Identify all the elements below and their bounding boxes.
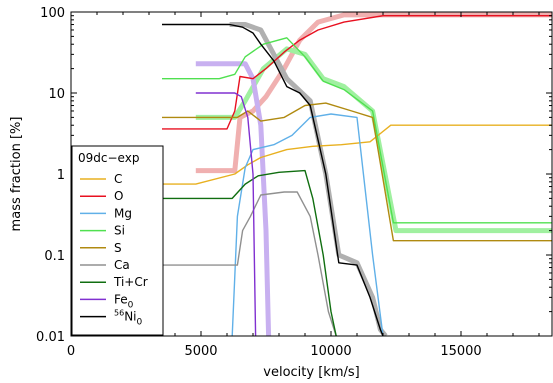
legend-label: 56Ni0 bbox=[114, 309, 143, 328]
series-line-3 bbox=[162, 37, 552, 224]
series-line-5 bbox=[162, 191, 337, 336]
x-tick-label: 15000 bbox=[440, 344, 481, 359]
reference-curves bbox=[195, 12, 552, 336]
legend-label: Ca bbox=[114, 258, 130, 272]
series-line-8 bbox=[162, 23, 384, 336]
series-line-2 bbox=[231, 113, 384, 336]
x-tick-label: 0 bbox=[67, 344, 75, 359]
x-tick-label: 5000 bbox=[184, 344, 217, 359]
legend-label: C bbox=[114, 172, 122, 186]
y-tick-label: 0.01 bbox=[36, 330, 65, 345]
legend-title: 09dc−exp bbox=[78, 151, 139, 165]
legend-label: Mg bbox=[114, 206, 132, 220]
y-tick-label: 0.1 bbox=[44, 249, 65, 264]
legend-label: Fe0 bbox=[114, 292, 134, 310]
x-tick-label: 10000 bbox=[310, 344, 351, 359]
y-tick-label: 100 bbox=[40, 6, 65, 21]
y-axis-ticks: 0.01 0.1 1 10 100 bbox=[36, 6, 552, 345]
series-line-0 bbox=[162, 124, 552, 185]
x-axis-title: velocity [km/s] bbox=[263, 365, 359, 380]
series-line-4 bbox=[162, 102, 552, 242]
legend-label: Si bbox=[114, 224, 125, 238]
legend-box bbox=[71, 145, 164, 336]
legend-label: Ti+Cr bbox=[113, 275, 148, 289]
y-axis-title: mass fraction [%] bbox=[9, 117, 24, 232]
series-lines bbox=[162, 15, 552, 336]
y-tick-label: 10 bbox=[48, 87, 65, 102]
legend-label: O bbox=[114, 189, 123, 203]
series-line-7 bbox=[195, 92, 257, 336]
x-axis-ticks: 0 5000 10000 15000 bbox=[67, 12, 540, 359]
y-tick-label: 1 bbox=[57, 168, 65, 183]
reference-curve-2 bbox=[195, 61, 272, 336]
legend-label: S bbox=[114, 241, 122, 255]
series-line-1 bbox=[162, 15, 552, 130]
series-line-6 bbox=[162, 169, 337, 336]
